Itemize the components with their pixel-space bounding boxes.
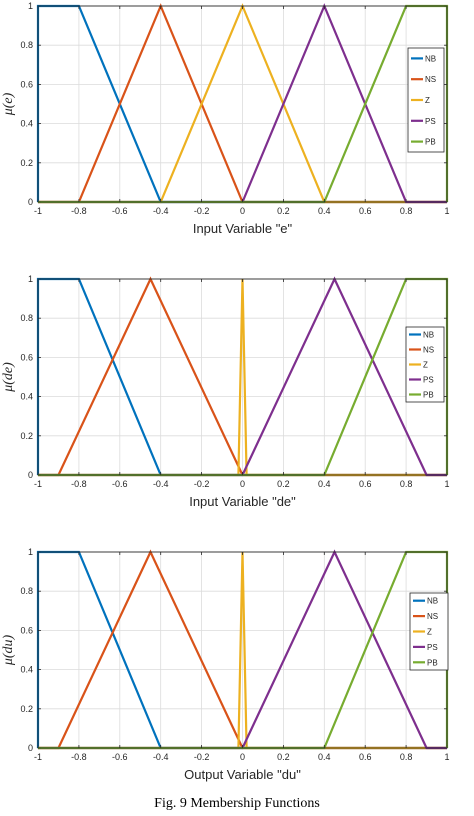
x-tick-label: -1	[34, 752, 42, 762]
x-tick-label: 0.6	[359, 752, 372, 762]
y-tick-label: 0.2	[20, 158, 33, 168]
x-tick-label: 0.4	[318, 206, 331, 216]
legend: NB NS Z PS PB	[405, 326, 445, 403]
x-tick-label: -1	[34, 206, 42, 216]
chart-panel-1: -1 -0.8 -0.6 -0.4 -0.2 0 0.2 0.4 0.6 0.8 1 0 0.2 0.4 0…	[1, 1, 450, 236]
x-axis-label: Input Variable "de"	[189, 494, 296, 509]
y-tick-label: 0.4	[20, 119, 33, 129]
legend-label-ns: NS	[425, 75, 436, 84]
legend-label-pb: PB	[425, 138, 436, 147]
legend-label-ps: PS	[425, 117, 436, 126]
x-tick-label: -0.6	[112, 752, 128, 762]
x-tick-label: 0	[240, 479, 245, 489]
legend-label-pb: PB	[427, 658, 438, 667]
x-tick-label: -0.2	[194, 206, 210, 216]
chart-panel-3: -1 -0.8 -0.6 -0.4 -0.2 0 0.2 0.4 0.6 0.8 1 0 0.2 0.4 0…	[1, 547, 450, 782]
x-tick-label: 0.8	[400, 752, 413, 762]
x-tick-label: -0.8	[71, 206, 87, 216]
y-tick-label: 0.4	[20, 392, 33, 402]
x-axis-label: Output Variable "du"	[184, 767, 301, 782]
x-tick-label: 0	[240, 752, 245, 762]
x-tick-label: -0.4	[153, 479, 169, 489]
y-tick-label: 0.2	[20, 704, 33, 714]
y-tick-label: 0.8	[20, 40, 33, 50]
x-tick-label: -0.4	[153, 206, 169, 216]
x-tick-label: -0.2	[194, 479, 210, 489]
y-tick-label: 0.8	[20, 313, 33, 323]
x-tick-label: 0.2	[277, 479, 290, 489]
legend-label-ns: NS	[423, 346, 434, 355]
y-tick-label: 0.8	[20, 586, 33, 596]
x-tick-label: 0.6	[359, 206, 372, 216]
legend-label-nb: NB	[423, 331, 434, 340]
x-tick-label: 0.6	[359, 479, 372, 489]
x-tick-label: -0.8	[71, 752, 87, 762]
x-tick-label: 0.4	[318, 479, 331, 489]
x-tick-label: -0.6	[112, 206, 128, 216]
x-tick-label: 0	[240, 206, 245, 216]
figure-caption: Fig. 9 Membership Functions	[154, 796, 320, 811]
x-tick-label: 1	[444, 206, 449, 216]
y-tick-label: 0.2	[20, 431, 33, 441]
x-tick-label: 0.2	[277, 206, 290, 216]
legend-label-nb: NB	[427, 597, 438, 606]
legend: NB NS Z PS PB	[407, 47, 445, 153]
x-tick-label: 0.4	[318, 752, 331, 762]
legend-label-z: Z	[427, 628, 432, 637]
y-axis-label: μ(e)	[1, 92, 16, 116]
legend-label-nb: NB	[425, 54, 436, 63]
y-tick-label: 0	[28, 470, 33, 480]
gridlines	[38, 6, 447, 202]
y-tick-label: 1	[28, 1, 33, 11]
x-tick-label: 0.8	[400, 206, 413, 216]
y-tick-label: 0.6	[20, 625, 33, 635]
legend-label-ps: PS	[427, 643, 438, 652]
x-axis-label: Input Variable "e"	[193, 221, 293, 236]
y-tick-label: 1	[28, 274, 33, 284]
legend: NB NS Z PS PB	[409, 592, 449, 671]
x-tick-label: -0.8	[71, 479, 87, 489]
legend-label-z: Z	[423, 361, 428, 370]
legend-label-ps: PS	[423, 376, 434, 385]
y-tick-label: 0	[28, 197, 33, 207]
x-tick-label: 1	[444, 479, 449, 489]
x-tick-label: 0.8	[400, 479, 413, 489]
y-tick-label: 0	[28, 743, 33, 753]
y-tick-label: 0.6	[20, 352, 33, 362]
y-tick-label: 0.4	[20, 665, 33, 675]
y-tick-label: 0.6	[20, 79, 33, 89]
y-axis-label: μ(du)	[1, 634, 16, 666]
legend-label-ns: NS	[427, 612, 438, 621]
x-tick-label: 1	[444, 752, 449, 762]
x-tick-label: -0.6	[112, 479, 128, 489]
x-tick-label: -0.4	[153, 752, 169, 762]
y-axis-label: μ(de)	[1, 362, 16, 393]
x-tick-label: -0.2	[194, 752, 210, 762]
x-tick-label: 0.2	[277, 752, 290, 762]
x-tick-label: -1	[34, 479, 42, 489]
legend-label-z: Z	[425, 96, 430, 105]
legend-label-pb: PB	[423, 391, 434, 400]
chart-panel-2: -1 -0.8 -0.6 -0.4 -0.2 0 0.2 0.4 0.6 0.8 1 0 0.2 0.4 0…	[1, 274, 450, 509]
y-tick-label: 1	[28, 547, 33, 557]
